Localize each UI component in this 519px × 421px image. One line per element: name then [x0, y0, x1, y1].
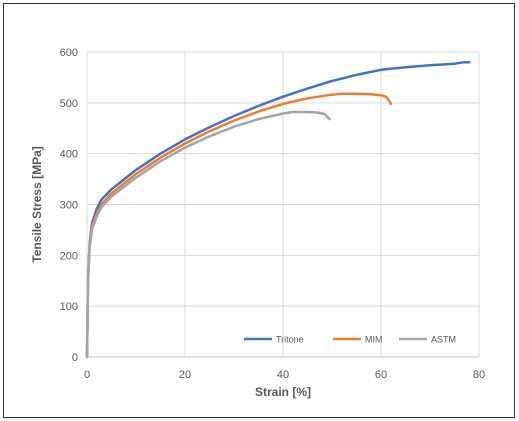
- series-line-tritone: [85, 60, 471, 359]
- y-axis-title: Tensile Stress [MPa]: [30, 146, 44, 262]
- y-tick-labels: 0 100 200 300 400 500 600: [60, 47, 78, 364]
- series-line-astm: [85, 110, 331, 359]
- legend-label-astm: ASTM: [431, 335, 456, 345]
- y-tick-label: 100: [60, 301, 78, 313]
- x-axis-title: Strain [%]: [255, 385, 311, 399]
- x-tick-labels: 0 20 40 60 80: [84, 369, 485, 381]
- legend-label-tritone: Tritone: [276, 335, 304, 345]
- x-tick-label: 40: [277, 369, 289, 381]
- y-tick-label: 300: [60, 200, 78, 212]
- y-tick-label: 400: [60, 149, 78, 161]
- x-tick-label: 20: [179, 369, 191, 381]
- y-tick-label: 600: [60, 47, 78, 59]
- x-tick-label: 60: [375, 369, 387, 381]
- series-lines: [85, 60, 471, 359]
- legend-label-mim: MIM: [365, 335, 383, 345]
- x-tick-label: 80: [473, 369, 485, 381]
- legend: Tritone MIM ASTM: [244, 335, 456, 345]
- x-tick-label: 0: [84, 369, 90, 381]
- y-tick-label: 0: [72, 352, 78, 364]
- y-tick-label: 500: [60, 98, 78, 110]
- series-line-mim: [85, 92, 393, 359]
- y-tick-label: 200: [60, 250, 78, 262]
